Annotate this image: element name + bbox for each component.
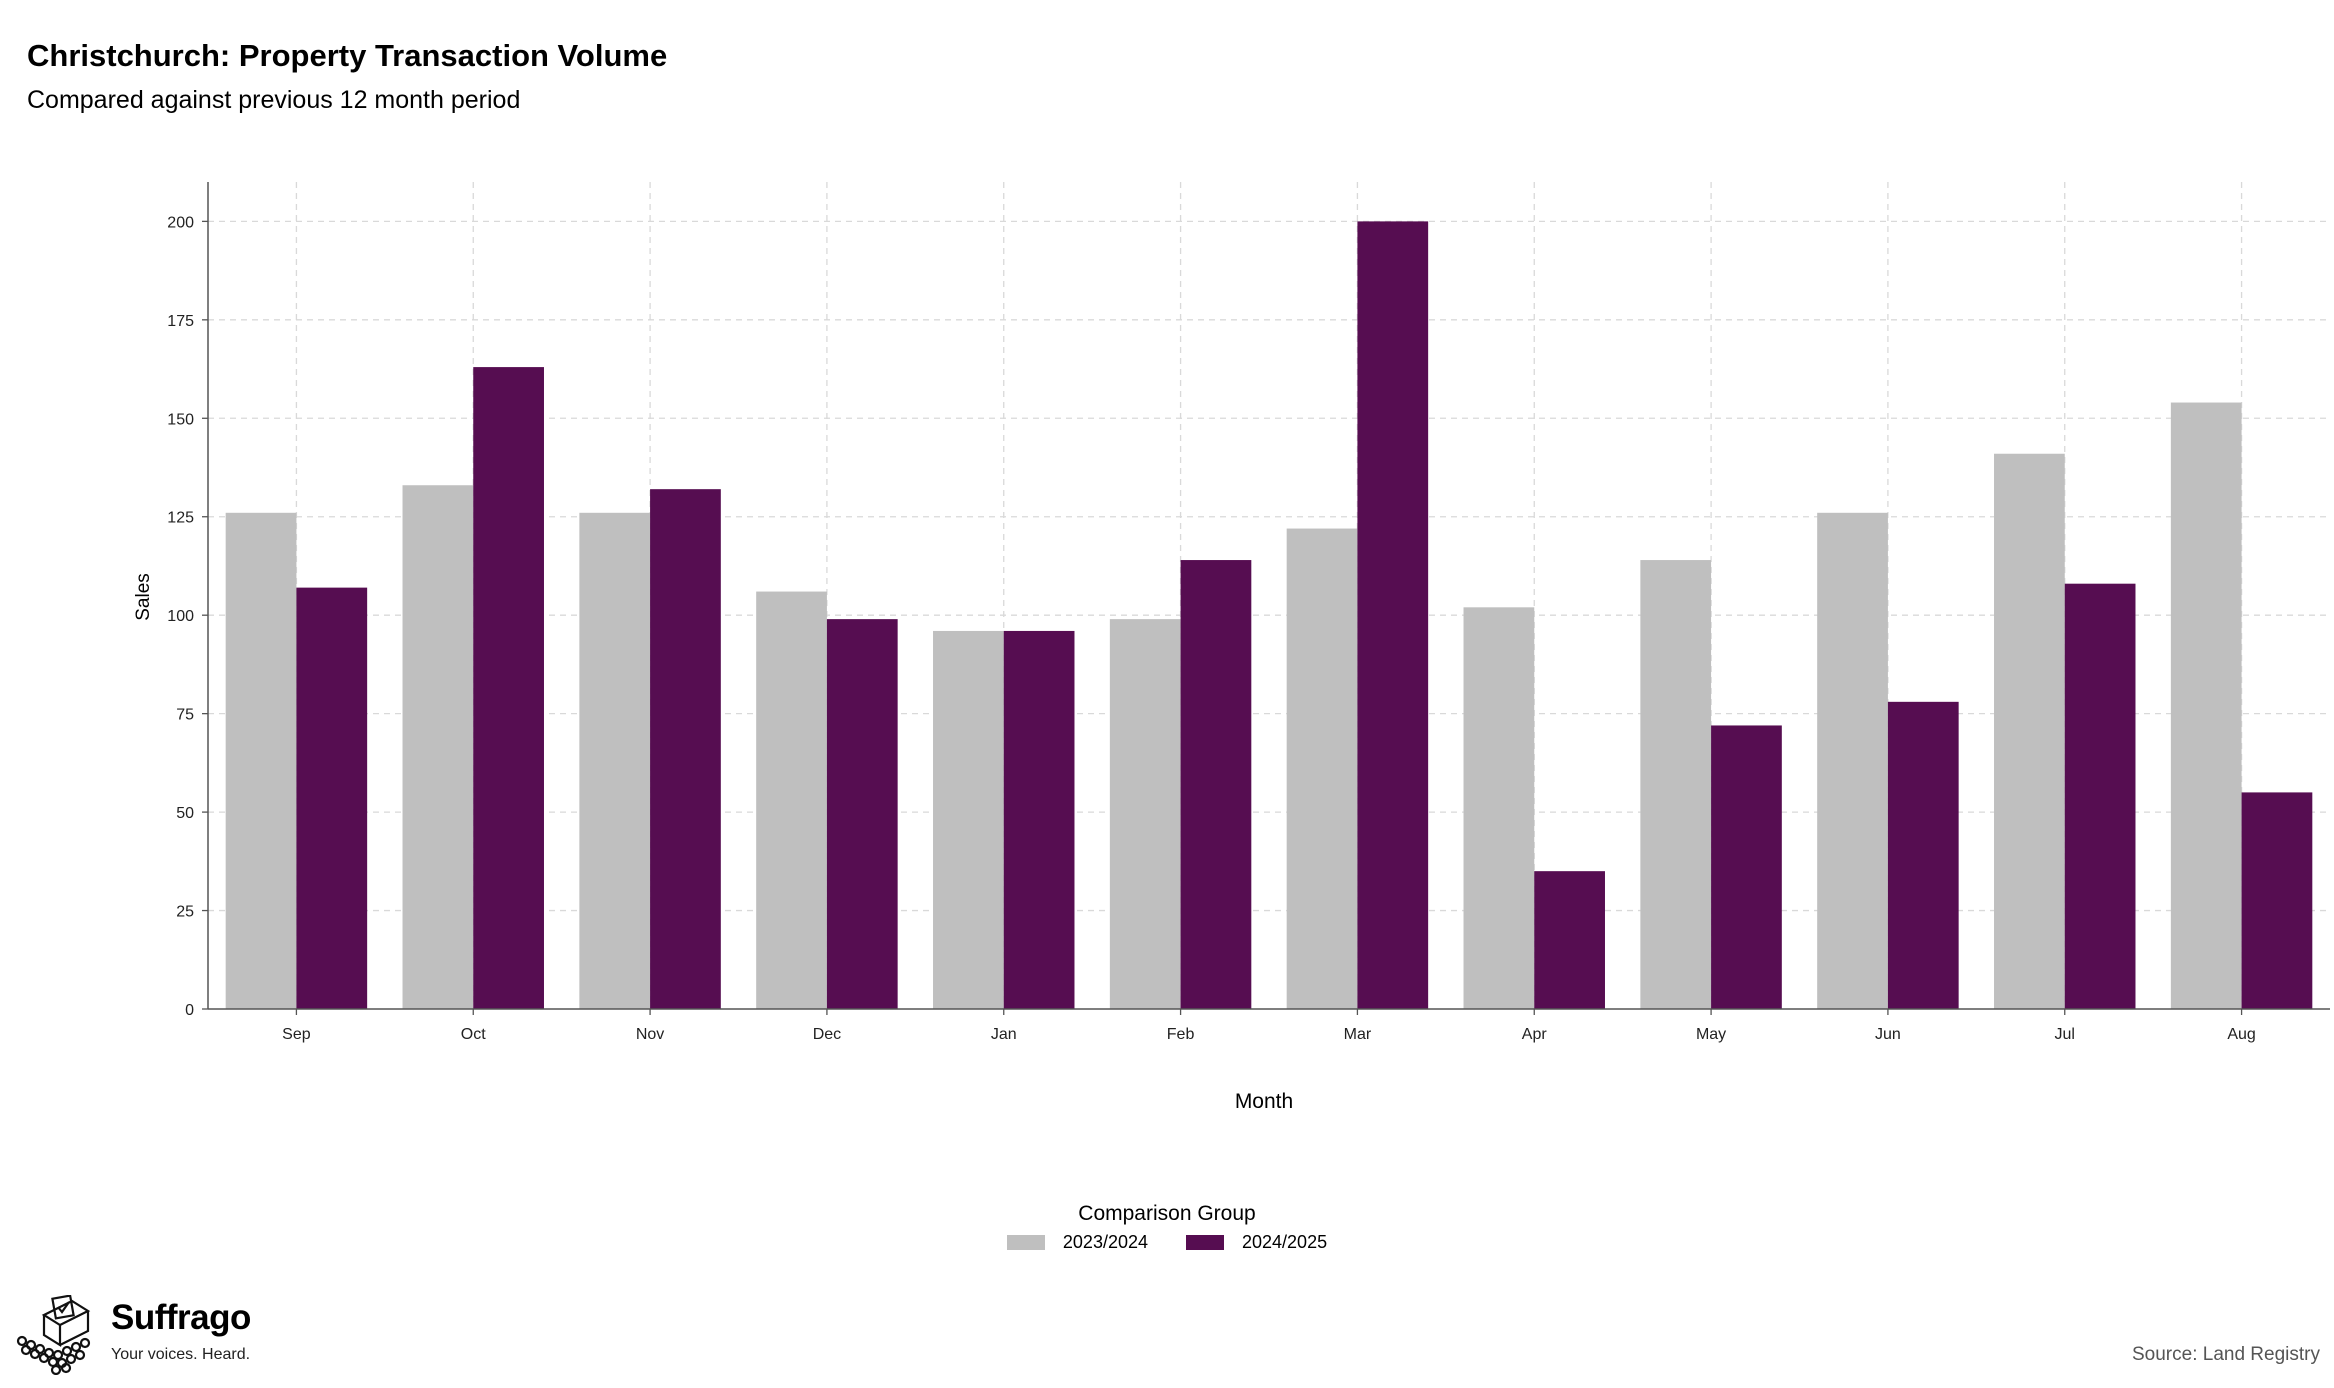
bar-may-series-2 <box>1711 725 1782 1009</box>
ballot-box-logo-icon <box>16 1295 91 1375</box>
legend-item-2023-2024: 2023/2024 <box>1006 1232 1148 1253</box>
bar-jan-series-1 <box>933 630 1004 1009</box>
legend-swatch <box>1006 1235 1045 1250</box>
bar-aug-series-2 <box>2241 792 2313 1009</box>
bar-mar-series-2 <box>1357 221 1429 1009</box>
x-tick-label: Nov <box>636 1026 664 1043</box>
legend-title: Comparison Group <box>1078 1202 1256 1225</box>
bar-nov-series-2 <box>650 489 721 1010</box>
bar-jul-series-2 <box>2064 583 2136 1009</box>
bar-dec-series-1 <box>756 591 827 1009</box>
bar-dec-series-2 <box>826 619 898 1009</box>
y-tick-label: 200 <box>167 214 194 231</box>
legend: 2023/2024 2024/2025 <box>0 1232 2334 1253</box>
bars <box>225 221 2313 1010</box>
bar-mar-series-1 <box>1286 528 1358 1009</box>
x-tick-label: Dec <box>813 1026 841 1043</box>
x-tick-label: Jan <box>991 1026 1017 1043</box>
x-tick-label: Jun <box>1875 1026 1901 1043</box>
chart-title: Christchurch: Property Transaction Volum… <box>27 38 668 73</box>
bar-may-series-1 <box>1640 560 1712 1009</box>
bar-chart: 0 25 50 75 100 125 150 175 200 Sep Oct Nov Dec Jan Feb… <box>133 182 2330 1113</box>
bar-jul-series-1 <box>1994 453 2065 1009</box>
logo-tagline: Your voices. Heard. <box>111 1346 251 1363</box>
x-tick-label: Apr <box>1522 1026 1548 1043</box>
bar-apr-series-1 <box>1463 607 1535 1009</box>
bar-apr-series-2 <box>1534 871 1605 1009</box>
x-tick-label: Sep <box>282 1026 311 1043</box>
legend-label: 2023/2024 <box>1062 1232 1148 1252</box>
y-tick-label: 150 <box>167 411 194 428</box>
y-axis-label: Sales <box>133 573 154 621</box>
axes: 0 25 50 75 100 125 150 175 200 Sep Oct Nov Dec Jan Feb… <box>167 182 2330 1043</box>
bar-jun-series-1 <box>1817 512 1888 1009</box>
y-tick-label: 125 <box>167 510 194 527</box>
x-axis-label: Month <box>1235 1090 1293 1113</box>
y-tick-label: 0 <box>185 1002 194 1019</box>
bar-jun-series-2 <box>1887 701 1959 1009</box>
legend-swatch <box>1186 1235 1224 1250</box>
bar-sep-series-1 <box>225 512 297 1009</box>
source-note: Source: Land Registry <box>2132 1344 2320 1365</box>
y-tick-label: 25 <box>176 904 194 921</box>
legend-label: 2024/2025 <box>1242 1232 1328 1252</box>
y-tick-label: 75 <box>176 707 194 724</box>
bar-oct-series-2 <box>473 367 544 1010</box>
bar-feb-series-2 <box>1180 560 1252 1009</box>
bar-aug-series-1 <box>2170 402 2242 1009</box>
y-tick-label: 175 <box>167 313 194 330</box>
chart-subtitle: Compared against previous 12 month perio… <box>27 86 521 114</box>
logo-name: Suffrago <box>111 1298 251 1337</box>
x-tick-label: Aug <box>2227 1026 2255 1043</box>
bar-oct-series-1 <box>402 485 474 1009</box>
y-tick-label: 100 <box>167 608 194 625</box>
x-tick-label: Mar <box>1344 1026 1372 1043</box>
x-tick-label: May <box>1696 1026 1726 1043</box>
bar-sep-series-2 <box>296 587 368 1009</box>
bar-nov-series-1 <box>579 512 651 1009</box>
bar-feb-series-1 <box>1109 619 1181 1009</box>
y-tick-label: 50 <box>176 805 194 822</box>
legend-item-2024-2025: 2024/2025 <box>1186 1232 1327 1253</box>
x-tick-label: Oct <box>461 1026 486 1043</box>
x-tick-label: Feb <box>1167 1026 1195 1043</box>
x-tick-label: Jul <box>2055 1026 2075 1043</box>
bar-jan-series-2 <box>1003 630 1075 1009</box>
